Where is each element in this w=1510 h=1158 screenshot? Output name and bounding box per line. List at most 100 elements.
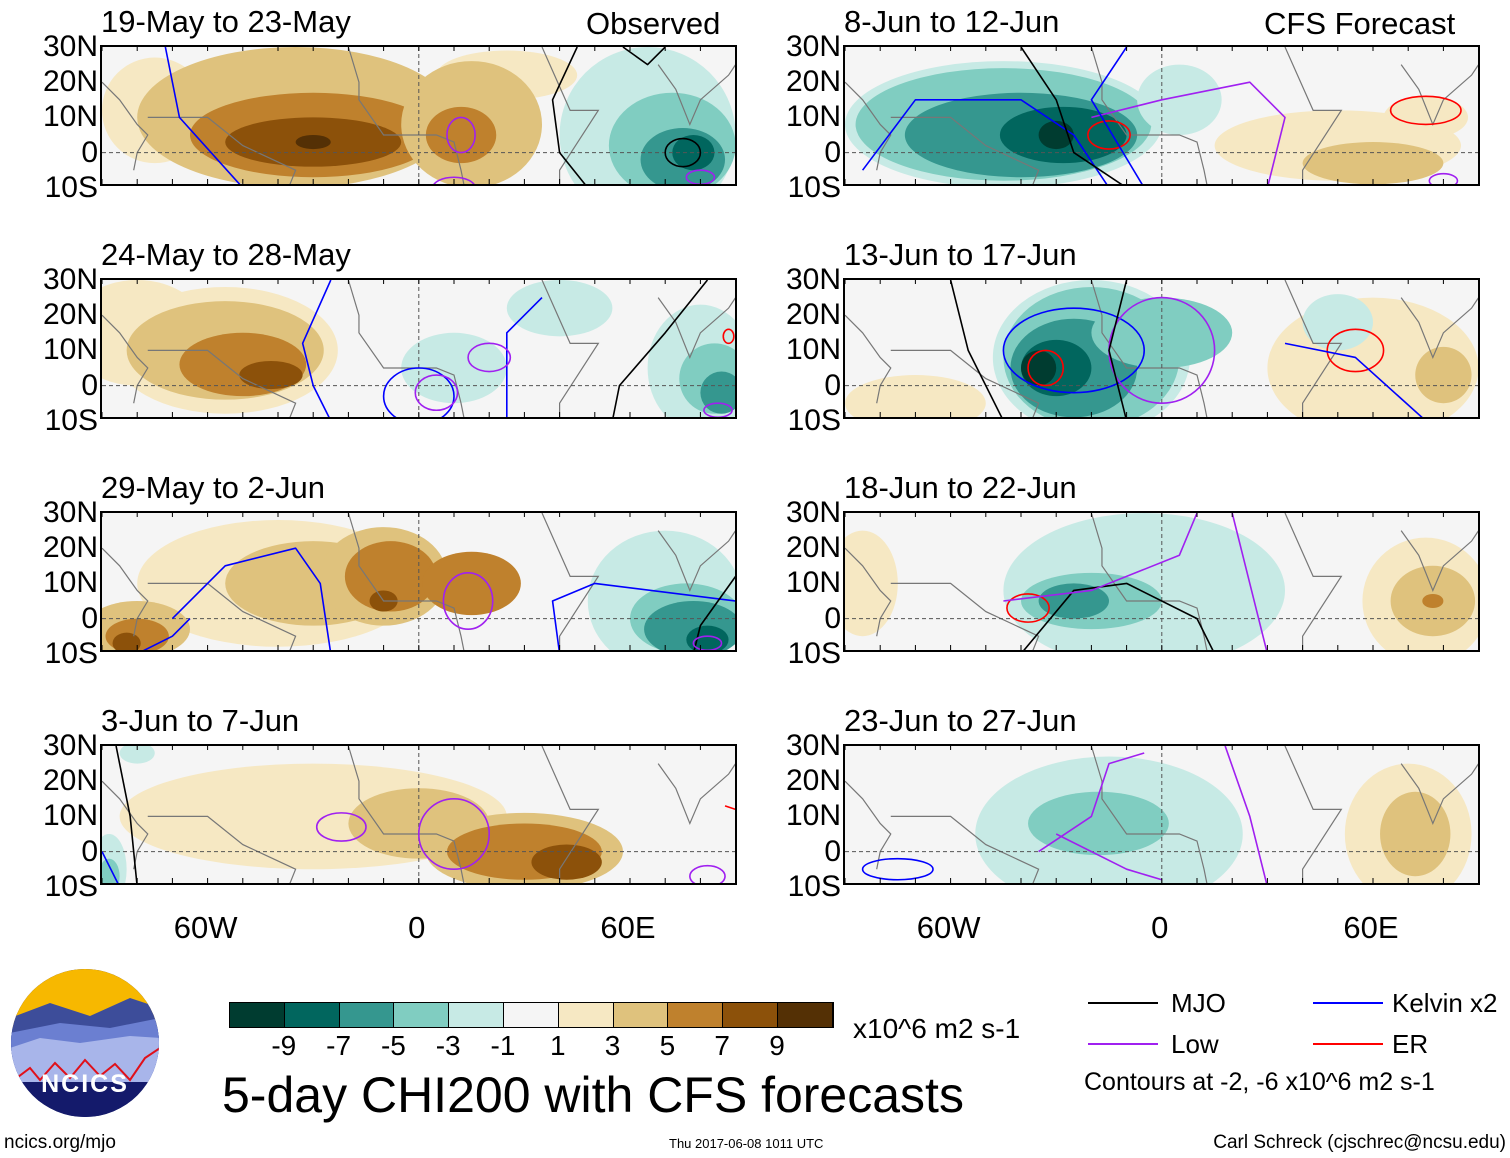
colorbar-label: -5 [380,1030,406,1061]
website-link[interactable]: ncics.org/mjo [4,1132,116,1153]
lon-tick-label: 60E [1343,910,1399,945]
low-contour [1038,752,1145,853]
colorbar-label: 7 [714,1030,730,1061]
lat-tick-label: 20N [42,298,98,332]
low-contour [417,797,490,871]
mjo-contour [949,280,1003,417]
kelvin-contour [861,857,934,881]
colorbar-label: 3 [604,1030,621,1061]
low-contour [414,374,459,412]
legend-er: ER [1392,1029,1429,1059]
legend-mjo: MJO [1171,988,1226,1018]
kelvin-contour [1284,342,1423,417]
anomaly-region [1028,791,1169,856]
map-canvas [102,280,735,417]
low-contour [703,402,733,417]
low-contour [442,572,494,630]
lat-tick-label: 30N [785,30,841,63]
low-contour [1003,513,1198,602]
ncics-logo: NCICS [11,969,159,1117]
author-credit: Carl Schreck (cjschrec@ncsu.edu) [1213,1132,1506,1153]
anomaly-region [1302,294,1373,351]
anomaly-region [531,844,602,880]
coastline [657,763,735,826]
anomaly-region [1422,593,1444,609]
kelvin-contour [171,547,332,650]
anomaly-region [239,360,303,390]
coastline [1284,513,1343,650]
mjo-contour [551,47,586,184]
kelvin-contour [1002,307,1145,394]
colorbar-label: 5 [659,1030,676,1061]
observed-label: Observed [586,6,721,41]
kelvin-contour [1090,47,1143,184]
anomaly-region [119,746,155,764]
lat-tick-label: 10N [42,799,98,833]
map-panel [100,744,737,885]
colorbar-label: -3 [435,1030,461,1061]
anomaly-region [1021,350,1057,386]
low-contour [689,864,726,883]
lat-tick-label: 10N [42,333,98,367]
mjo-contour [622,47,666,66]
coastline [347,47,465,184]
low-contour [692,635,723,650]
coastline [347,513,465,650]
mjo-contour [1023,582,1214,650]
coastline [102,81,149,171]
lat-tick-label: 0 [824,368,841,402]
colorbar [229,1002,834,1028]
lat-tick-label: 10S [44,636,98,670]
lat-tick-label: 20N [42,764,98,798]
colorbar-swatch [230,1003,285,1027]
er-contour [722,328,735,345]
coastline [845,547,892,637]
anomaly-region [295,135,331,150]
kelvin-contour [551,582,735,650]
lon-tick-label: 0 [1151,910,1169,945]
lat-tick-label: 0 [81,834,98,868]
coastline [102,547,149,637]
logo-text: NCICS [41,1070,129,1098]
er-contour [1087,120,1131,150]
low-contour [433,176,475,184]
lat-tick-label: 20N [785,65,841,99]
kelvin-contour [382,367,455,417]
low-contour [467,342,512,373]
coastline [541,280,600,417]
lat-tick-label: 30N [785,496,841,529]
panel-title: 8-Jun to 12-Jun [844,4,1060,39]
kelvin-contour [143,618,191,650]
legend-mjo-line [1088,1002,1158,1004]
lat-tick-label: 20N [785,298,841,332]
coastline [1400,64,1478,127]
low-contour [1428,172,1459,184]
lat-tick-label: 0 [81,135,98,169]
coastline [347,746,465,883]
lat-tick-label: 10S [44,170,98,204]
panel-title: 24-May to 28-May [101,237,351,272]
coastline [657,297,735,360]
anomaly-region [845,530,898,637]
lon-tick-label: 60W [173,910,238,945]
coastline [845,81,892,171]
panel-title: 13-Jun to 17-Jun [844,237,1077,272]
lat-tick-label: 10S [44,869,98,903]
kelvin-contour [102,851,119,883]
coastline [147,815,297,883]
colorbar-label: -1 [490,1030,516,1061]
figure-title: 5-day CHI200 with CFS forecasts [222,1067,964,1123]
lon-tick-label: 60E [600,910,656,945]
colorbar-label: -9 [271,1030,297,1061]
lat-tick-label: 10S [44,403,98,437]
lat-tick-label: 30N [42,263,98,296]
mjo-contour [693,575,735,650]
coastline [657,530,735,593]
map-canvas [845,47,1478,184]
coastline [147,116,297,184]
colorbar-swatch [449,1003,504,1027]
lat-tick-label: 10S [787,170,841,204]
map-panel [100,45,737,186]
map-canvas [102,746,735,883]
colorbar-swatch [339,1003,395,1027]
